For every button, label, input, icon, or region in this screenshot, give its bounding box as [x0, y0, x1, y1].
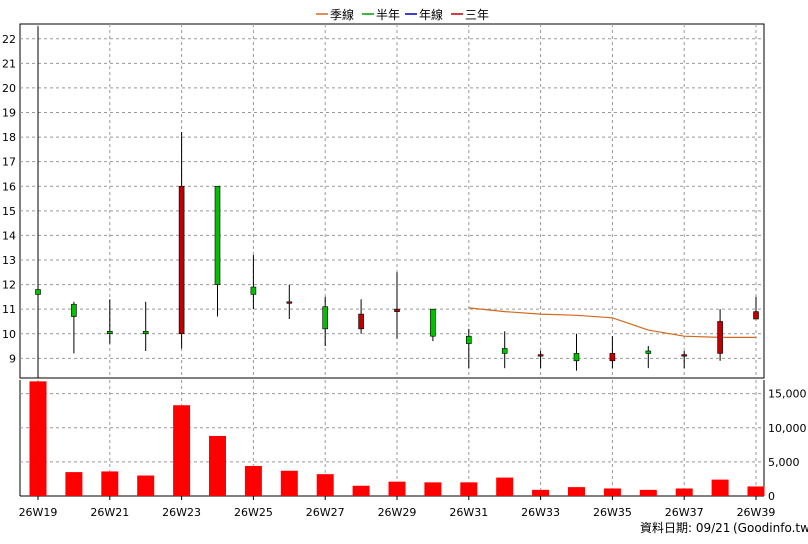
candle-body [35, 289, 41, 295]
candle-body [250, 286, 257, 295]
candle-body [214, 185, 221, 285]
candle-body [71, 303, 77, 317]
candle-body [107, 330, 113, 335]
candle-body [178, 185, 185, 335]
price-tick-label: 12 [2, 279, 16, 292]
x-tick-label: 26W21 [90, 506, 129, 519]
x-tick-label: 26W39 [737, 506, 776, 519]
source-label: (Goodinfo.tw) [733, 521, 808, 535]
legend: 季線 半年 年線 三年 [316, 7, 489, 22]
volume-bar [568, 487, 585, 496]
candle-body [753, 311, 759, 320]
x-axis: 26W19 26W21 26W23 26W25 26W27 26W29 26W31 26W33… [19, 496, 776, 519]
x-tick-label: 26W25 [234, 506, 273, 519]
volume-bar [244, 465, 262, 496]
x-tick-label: 26W31 [449, 506, 488, 519]
volume-tick-label: 5,000 [768, 456, 800, 469]
x-tick-label: 26W27 [306, 506, 345, 519]
candle-body [573, 353, 580, 362]
volume-bar [639, 489, 657, 496]
price-tick-label: 18 [2, 131, 16, 144]
candle-body [430, 308, 436, 337]
price-tick-label: 17 [2, 156, 16, 169]
price-tick-label: 10 [2, 328, 16, 341]
x-tick-label: 26W19 [19, 506, 58, 519]
volume-bar [173, 405, 191, 496]
price-panel: 9 10 11 12 13 14 15 16 17 18 19 20 21 22 [2, 23, 765, 379]
price-tick-label: 15 [2, 205, 16, 218]
legend-label: 三年 [465, 8, 489, 22]
price-tick-label: 22 [2, 33, 16, 46]
price-tick-label: 11 [2, 303, 16, 316]
price-tick-label: 21 [2, 57, 16, 70]
volume-bar [675, 488, 693, 496]
price-tick-label: 9 [9, 352, 16, 365]
legend-label: 半年 [376, 8, 400, 22]
x-tick-label: 26W37 [665, 506, 704, 519]
x-tick-label: 26W35 [593, 506, 632, 519]
volume-bar [29, 381, 47, 496]
candle-body [717, 321, 723, 354]
price-plot-frame [19, 23, 765, 379]
volume-tick-label: 15,000 [768, 388, 807, 401]
volume-bar [460, 482, 478, 496]
volume-bar [352, 485, 370, 496]
volume-bar [388, 481, 406, 496]
volume-bar [532, 489, 550, 496]
volume-bar [424, 482, 442, 496]
legend-label: 季線 [330, 7, 354, 22]
candle-body [609, 353, 616, 362]
volume-bar [316, 474, 334, 496]
x-tick-label: 26W23 [162, 506, 201, 519]
volume-bar [496, 477, 514, 496]
price-tick-label: 19 [2, 107, 16, 120]
candle-body [537, 354, 544, 357]
volume-bar [747, 486, 765, 496]
volume-bar [280, 470, 298, 496]
price-tick-label: 14 [2, 229, 16, 242]
volume-tick-label: 0 [768, 490, 775, 503]
volume-bar [137, 475, 155, 496]
candle-body [465, 335, 472, 344]
candle-body [501, 348, 508, 354]
price-tick-label: 20 [2, 82, 16, 95]
volume-bar [65, 472, 83, 496]
volume-bar [711, 479, 729, 496]
volume-bar [209, 435, 226, 496]
candle-body [645, 350, 652, 354]
data-date-label: 資料日期: 09/21 [640, 521, 730, 535]
candle-body [142, 330, 149, 335]
price-tick-label: 13 [2, 254, 16, 267]
candle-body [681, 354, 688, 357]
x-tick-label: 26W33 [521, 506, 560, 519]
price-tick-label: 16 [2, 180, 16, 193]
legend-label: 年線 [419, 7, 443, 22]
x-tick-label: 26W29 [378, 506, 417, 519]
candle-body [322, 306, 329, 330]
volume-bar [101, 471, 119, 496]
candle-body [394, 308, 400, 312]
volume-panel: 0 5,000 10,000 15,000 [19, 380, 807, 503]
quarter-line [468, 307, 756, 338]
volume-tick-label: 10,000 [768, 422, 807, 435]
candle-body [286, 301, 293, 304]
volume-bar [603, 488, 621, 496]
candle-body [358, 313, 364, 330]
